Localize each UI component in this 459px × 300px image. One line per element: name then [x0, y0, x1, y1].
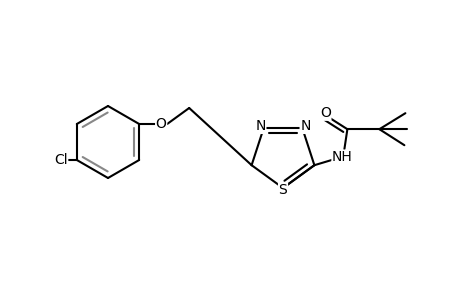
Text: S: S: [278, 183, 287, 197]
Text: N: N: [300, 119, 310, 133]
Text: Cl: Cl: [54, 153, 67, 167]
Text: O: O: [156, 117, 166, 131]
Text: NH: NH: [331, 150, 352, 164]
Text: N: N: [255, 119, 265, 133]
Text: O: O: [319, 106, 330, 120]
